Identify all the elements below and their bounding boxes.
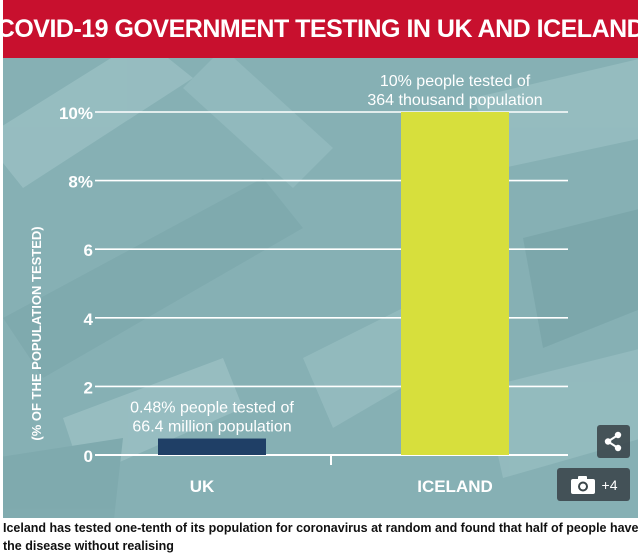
caption: Iceland has tested one-tenth of its popu… <box>3 521 639 553</box>
share-button[interactable] <box>597 425 630 458</box>
y-tick-label: 2 <box>84 378 93 397</box>
bar-chart: 0 2 4 6 8% 10% (% OF THE POPULATION TESTED) UK 0… <box>3 58 638 518</box>
background-pattern <box>3 58 638 518</box>
bars <box>158 112 509 455</box>
infographic: COVID-19 GOVERNMENT TESTING IN UK AND IC… <box>3 0 638 518</box>
data-label: 66.4 million population <box>132 419 291 436</box>
bar-iceland <box>401 112 509 455</box>
y-tick-label: 10% <box>59 104 93 123</box>
data-label: 0.48% people tested of <box>130 400 294 417</box>
y-tick-label: 8% <box>68 173 93 192</box>
gallery-count: +4 <box>601 476 618 493</box>
camera-icon <box>570 475 595 494</box>
gallery-button[interactable]: +4 <box>557 468 630 501</box>
chart-area: 0 2 4 6 8% 10% (% OF THE POPULATION TESTED) UK 0… <box>3 58 638 518</box>
y-tick-label: 0 <box>84 447 93 466</box>
y-axis-title: (% OF THE POPULATION TESTED) <box>29 226 44 440</box>
bar-uk <box>158 438 266 455</box>
labels: 0 2 4 6 8% 10% (% OF THE POPULATION TESTED) UK 0… <box>29 73 543 496</box>
y-tick-label: 6 <box>84 241 93 260</box>
title-bar: COVID-19 GOVERNMENT TESTING IN UK AND IC… <box>3 0 638 58</box>
y-tick-label: 4 <box>84 310 94 329</box>
data-label: 364 thousand population <box>367 92 542 109</box>
share-icon <box>604 431 622 452</box>
x-tick-label: ICELAND <box>417 477 493 496</box>
x-tick-label: UK <box>190 477 215 496</box>
chart-title: COVID-19 GOVERNMENT TESTING IN UK AND IC… <box>3 14 638 43</box>
data-label: 10% people tested of <box>380 73 531 90</box>
